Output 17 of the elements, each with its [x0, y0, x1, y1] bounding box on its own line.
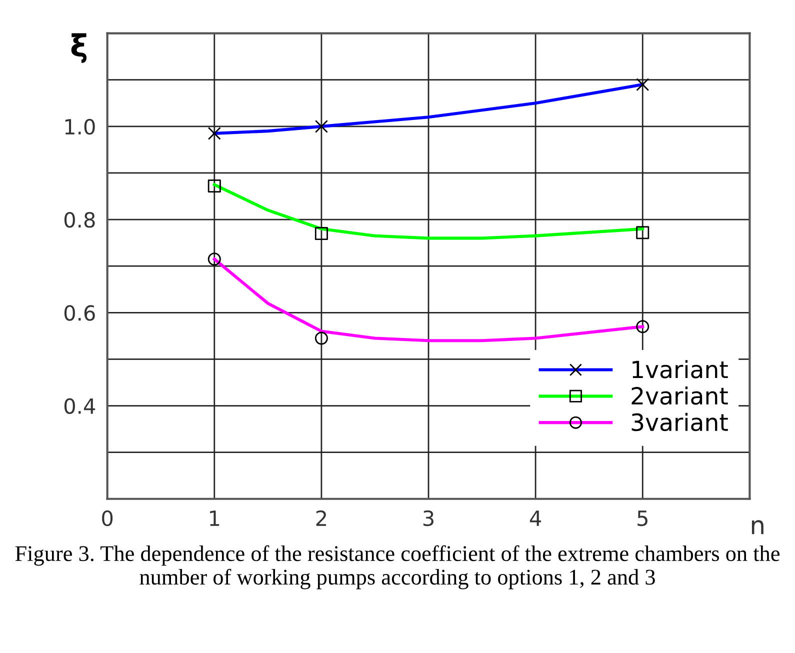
- legend-label: 2variant: [632, 386, 728, 405]
- legend-label: 3variant: [632, 412, 728, 432]
- x-tick-label: 0: [102, 510, 113, 526]
- y-tick-label: 1.0: [65, 118, 95, 135]
- legend-label: 1variant: [632, 360, 728, 378]
- text: Figure 3. The dependence of the resistance coefficient of the extreme chambers on the: [15, 545, 780, 566]
- x-tick-label: 4: [530, 510, 542, 526]
- text: number of working pumps according to options 1, 2 and 3: [140, 568, 655, 590]
- y-axis-title: ξ: [71, 33, 87, 63]
- y-tick-label: 0.6: [64, 305, 95, 321]
- y-tick-label: 0.8: [64, 212, 95, 228]
- x-axis-title: n: [752, 520, 764, 534]
- y-tick-label: 0.4: [64, 398, 96, 414]
- x-tick-label: 3: [423, 510, 434, 526]
- x-tick-label: 2: [316, 510, 326, 526]
- x-tick-label: 5: [638, 510, 648, 526]
- x-tick-label: 1: [210, 510, 220, 526]
